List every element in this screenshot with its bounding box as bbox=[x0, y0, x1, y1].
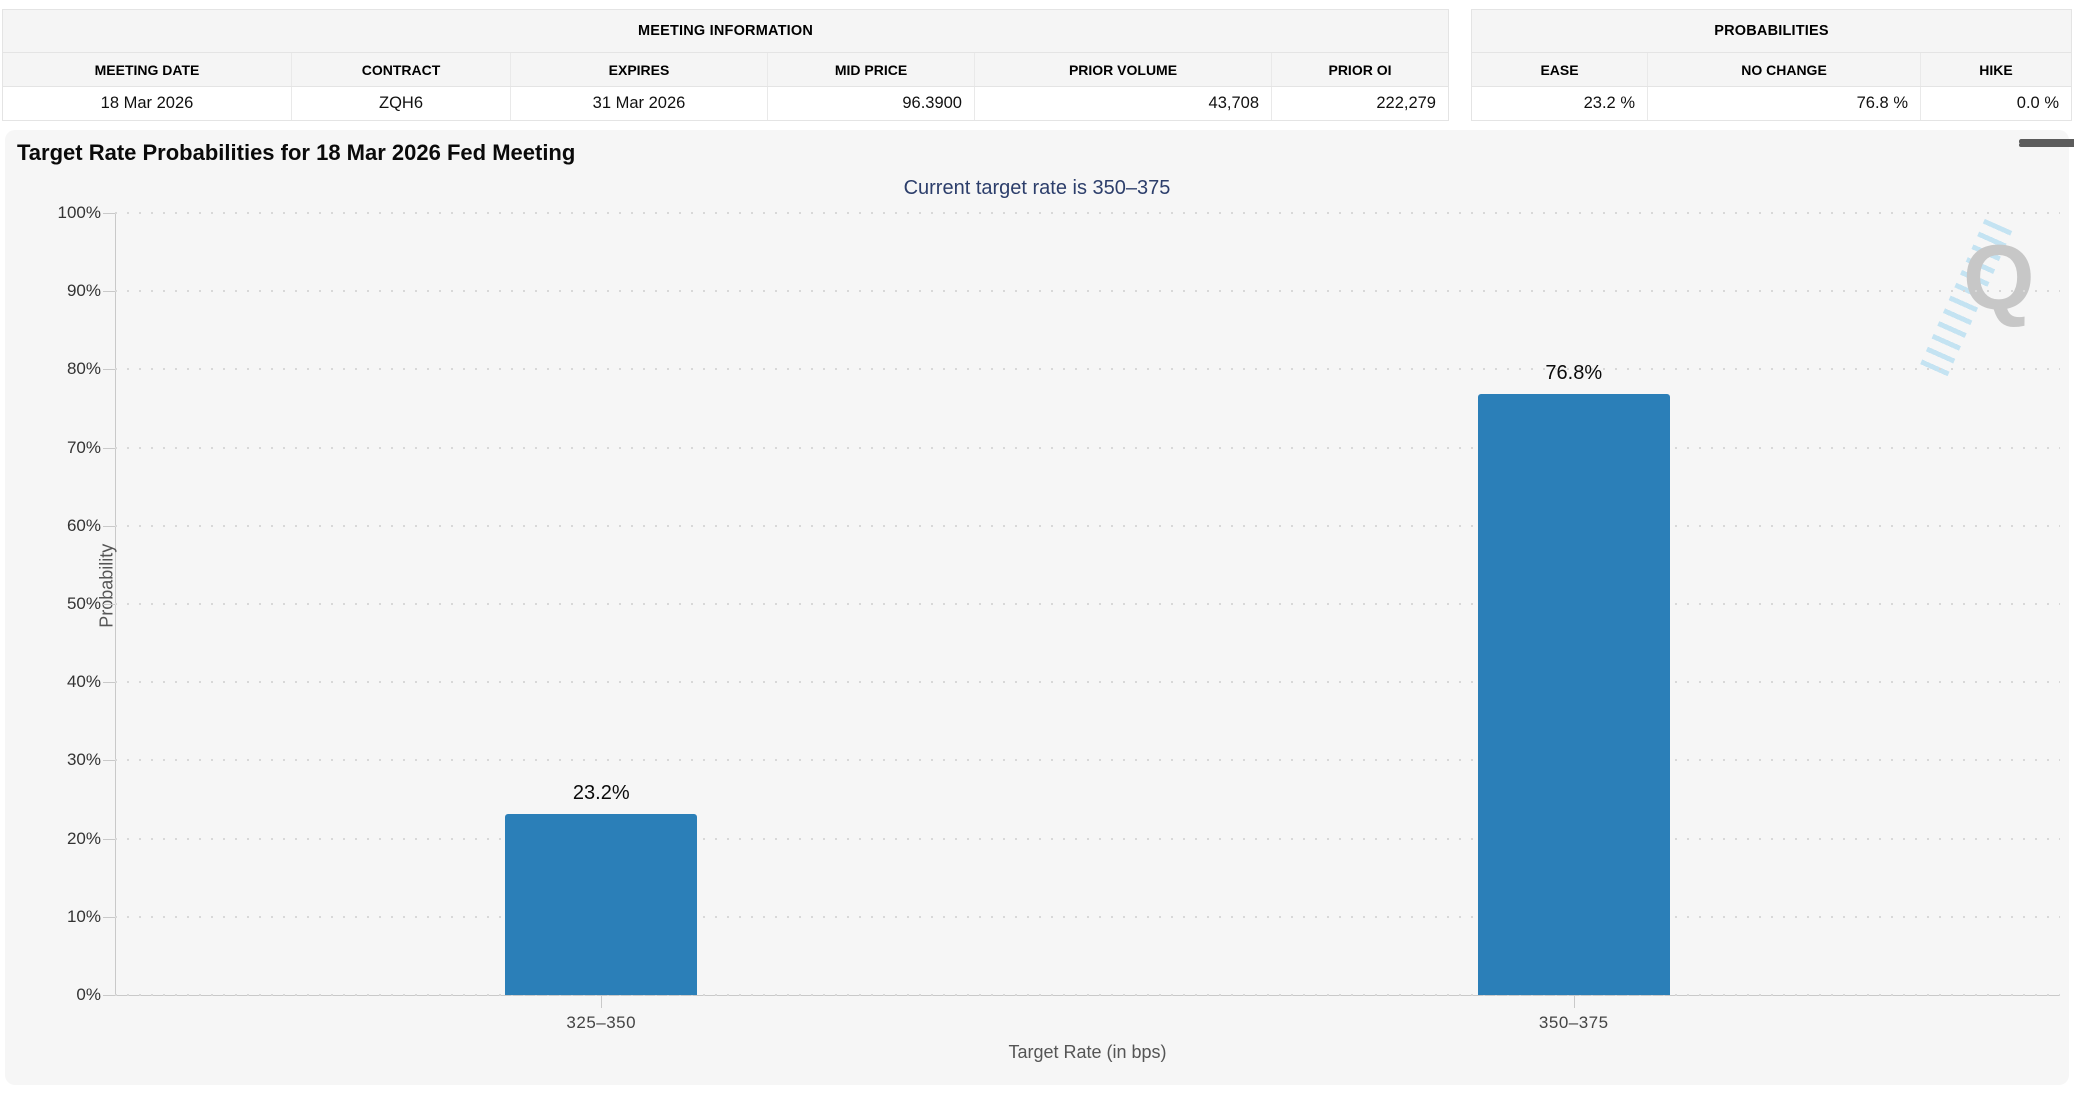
meeting-cell-value: 96.3900 bbox=[768, 87, 975, 120]
chart-panel: Target Rate Probabilities for 18 Mar 202… bbox=[5, 130, 2074, 1085]
meeting-cell-value: 222,279 bbox=[1376, 94, 1436, 112]
y-tick bbox=[103, 369, 115, 371]
y-tick bbox=[103, 525, 115, 527]
meeting-column-header: MID PRICE bbox=[768, 53, 975, 86]
probabilities-header-row: EASE NO CHANGE HIKE bbox=[1472, 53, 2071, 87]
y-tick bbox=[103, 838, 115, 840]
chart-title: Target Rate Probabilities for 18 Mar 202… bbox=[17, 140, 576, 165]
probability-cell-value: 0.0 % bbox=[2016, 94, 2059, 112]
gridline-80% bbox=[115, 368, 2060, 371]
meeting-column-header: MEETING DATE bbox=[3, 53, 292, 86]
summary-tables: MEETING INFORMATION MEETING DATE CONTRACT… bbox=[2, 9, 2072, 121]
x-category-label: 325–350 bbox=[566, 1013, 637, 1032]
probability-bar-325–350[interactable] bbox=[505, 813, 698, 995]
y-tick bbox=[103, 447, 115, 449]
y-tick-label: 70% bbox=[66, 437, 101, 457]
y-tick-label: 80% bbox=[66, 359, 101, 379]
meeting-information-table: MEETING INFORMATION MEETING DATE CONTRACT… bbox=[2, 9, 1449, 121]
y-tick-label: 40% bbox=[66, 672, 101, 692]
probabilities-title: PROBABILITIES bbox=[1472, 10, 2071, 53]
bar-value-label: 76.8% bbox=[1545, 362, 1603, 385]
gridline-60% bbox=[115, 524, 2060, 527]
probability-bar-350–375[interactable] bbox=[1477, 394, 1670, 995]
y-tick bbox=[103, 916, 115, 918]
probabilities-table: PROBABILITIES EASE NO CHANGE HIKE 23.2 % 76… bbox=[1471, 9, 2072, 121]
probability-cell-value: 23.2 % bbox=[1472, 87, 1648, 120]
y-tick bbox=[103, 760, 115, 762]
y-tick-label: 30% bbox=[66, 750, 101, 770]
y-tick-label: 0% bbox=[76, 985, 101, 1004]
meeting-information-value-row: 18 Mar 2026 ZQH6 31 Mar 2026 96.3900 43,708 2… bbox=[3, 87, 1448, 120]
gridline-10% bbox=[115, 915, 2060, 918]
bar-value-label: 23.2% bbox=[572, 781, 630, 804]
meeting-cell-value: 43,708 bbox=[975, 87, 1272, 120]
x-tick bbox=[601, 995, 603, 1008]
gridline-40% bbox=[115, 681, 2060, 684]
gridline-90% bbox=[115, 290, 2060, 293]
meeting-column-header: EXPIRES bbox=[511, 53, 768, 86]
y-tick-label: 10% bbox=[66, 906, 101, 926]
y-tick-label: 100% bbox=[57, 203, 101, 222]
y-tick bbox=[103, 682, 115, 684]
y-tick-label: 20% bbox=[66, 828, 101, 848]
probabilities-value-row: 23.2 % 76.8 % 0.0 % bbox=[1472, 87, 2071, 120]
meeting-column-header: PRIOR OI bbox=[1328, 61, 1392, 78]
probability-cell-value: 76.8 % bbox=[1648, 87, 1921, 120]
y-tick-label: 50% bbox=[66, 594, 101, 613]
probability-column-header: EASE bbox=[1472, 53, 1648, 86]
gridline-50% bbox=[115, 603, 2060, 605]
y-tick bbox=[103, 213, 115, 214]
gridline-20% bbox=[115, 837, 2060, 840]
x-category-label: 350–375 bbox=[1538, 1013, 1609, 1032]
y-tick bbox=[103, 604, 115, 605]
meeting-cell-value: ZQH6 bbox=[292, 87, 511, 120]
menu-bar bbox=[2019, 142, 2074, 147]
meeting-cell-value: 18 Mar 2026 bbox=[3, 87, 292, 120]
meeting-column-header: PRIOR VOLUME bbox=[975, 53, 1272, 86]
bar-chart-plot-area: Probability 0% 10% 20% 30% 40% 50% 60% 70% 80% 90… bbox=[58, 203, 2060, 1032]
gridline-70% bbox=[115, 446, 2060, 449]
gridline-100% bbox=[115, 212, 2060, 214]
probability-column-header: NO CHANGE bbox=[1648, 53, 1921, 86]
chart-subtitle: Current target rate is 350–375 bbox=[903, 177, 1171, 199]
meeting-information-title: MEETING INFORMATION bbox=[3, 10, 1448, 53]
y-tick-label: 60% bbox=[66, 515, 101, 535]
meeting-column-header: CONTRACT bbox=[292, 53, 511, 86]
y-tick-label: 90% bbox=[66, 281, 101, 301]
gridline-0% bbox=[115, 994, 2060, 996]
gridline-30% bbox=[115, 759, 2060, 762]
x-axis-title: Target Rate (in bps) bbox=[1008, 1042, 1167, 1062]
x-tick bbox=[1573, 995, 1575, 1008]
meeting-cell-value: 31 Mar 2026 bbox=[511, 87, 768, 120]
probability-column-header: HIKE bbox=[1979, 61, 2013, 78]
table-gap bbox=[1449, 9, 1471, 121]
y-tick bbox=[103, 291, 115, 293]
meeting-information-header-row: MEETING DATE CONTRACT EXPIRES MID PRICE PRIO… bbox=[3, 53, 1448, 87]
menu-bar bbox=[2019, 139, 2074, 144]
y-tick bbox=[103, 995, 115, 996]
